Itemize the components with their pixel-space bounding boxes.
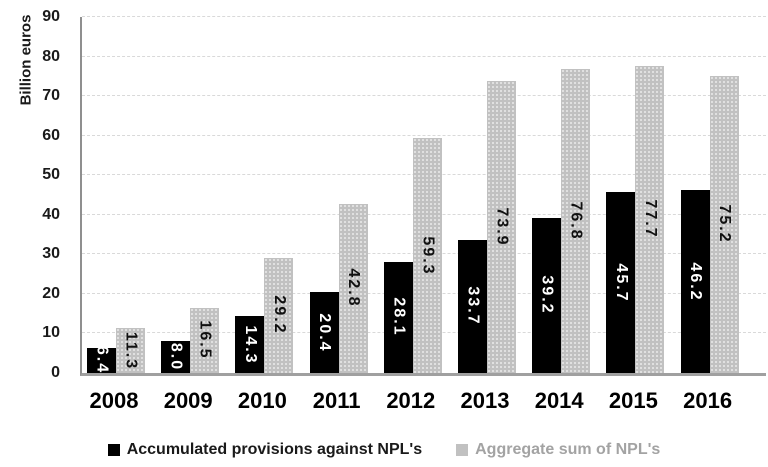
bar-value-label: 8.0 [167,343,185,372]
bar-value-label: 11.3 [122,331,140,370]
legend-swatch-black [107,444,120,456]
y-tick-label: 70 [42,87,60,105]
bar-value-label: 42.8 [345,268,363,308]
bar-2008-series0: 6.4 [87,346,116,375]
bar-value-label: 6.4 [93,346,111,375]
bar-2009-series0: 8.0 [161,341,191,373]
bar-2011-series0: 20.4 [309,292,339,373]
bar-2016-series0: 46.2 [680,190,710,373]
y-tick-label: 40 [42,205,60,223]
x-tick-label: 2014 [534,388,584,413]
gridline [82,16,766,17]
bar-2013-series1: 73.9 [487,80,516,373]
y-tick-label: 90 [42,8,60,25]
plot-area: 6.4 11.3 8.0 16.5 14.3 29.2 20.4 42.8 28.1 59.3 33… [80,16,766,376]
y-tick-label: 80 [42,47,60,65]
y-tick-label: 20 [42,284,60,302]
gridline [82,95,766,97]
bar-value-label: 45.7 [612,263,630,303]
bar-2008-series1: 11.3 [116,328,145,373]
y-tick-label: 50 [42,166,60,184]
bar-value-label: 14.3 [241,325,259,365]
y-tick-label: 0 [51,364,60,381]
bar-2014-series1: 76.8 [561,69,591,373]
bar-value-label: 46.2 [687,262,705,302]
bar-2014-series0: 39.2 [532,217,562,373]
bar-value-label: 73.9 [493,207,511,247]
x-tick-label: 2008 [89,388,139,413]
bar-2010-series0: 14.3 [235,316,265,373]
bar-2012-series1: 59.3 [412,138,442,373]
legend-swatch-gray [456,444,469,456]
bar-value-label: 75.2 [716,204,734,244]
bar-2012-series0: 28.1 [383,261,413,373]
bar-value-label: 29.2 [270,295,288,335]
bar-2015-series1: 77.7 [635,65,665,373]
y-axis-ticks: 0 10 20 30 40 50 60 70 80 90 [0,8,66,381]
bar-2011-series1: 42.8 [338,203,368,373]
bar-value-label: 20.4 [316,313,334,353]
x-tick-label: 2012 [386,388,436,413]
x-tick-label: 2016 [683,388,733,413]
bar-value-label: 59.3 [419,236,437,276]
legend-item-aggregate: Aggregate sum of NPL's [456,441,660,459]
bar-2016-series1: 75.2 [709,75,739,373]
bar-2015-series0: 45.7 [606,192,636,373]
legend-label-provisions: Accumulated provisions against NPL's [126,441,423,458]
gridline [82,55,766,57]
y-tick-label: 30 [42,245,60,263]
bar-2009-series1: 16.5 [190,307,220,373]
y-tick-label: 60 [42,126,60,144]
gridline [82,134,766,136]
bar-2010-series1: 29.2 [264,257,294,373]
bar-2013-series0: 33.7 [458,239,487,373]
x-tick-label: 2011 [312,388,361,413]
x-tick-label: 2015 [608,388,658,413]
bar-value-label: 39.2 [538,275,556,316]
bar-value-label: 33.7 [464,286,482,326]
y-tick-label: 10 [42,324,60,342]
x-tick-label: 2013 [460,388,510,413]
bar-value-label: 76.8 [567,201,585,241]
x-axis-labels: 2008 2009 2010 2011 2012 2013 2014 2015 2016 [0,388,768,418]
x-tick-label: 2010 [237,388,287,413]
bar-value-label: 28.1 [390,297,408,337]
bar-value-label: 16.5 [196,320,214,360]
bar-value-label: 77.7 [641,199,659,239]
legend-label-aggregate: Aggregate sum of NPL's [475,441,661,458]
legend: Accumulated provisions against NPL's Agg… [0,441,768,459]
x-tick-label: 2009 [163,388,213,413]
legend-item-provisions: Accumulated provisions against NPL's [107,441,423,459]
